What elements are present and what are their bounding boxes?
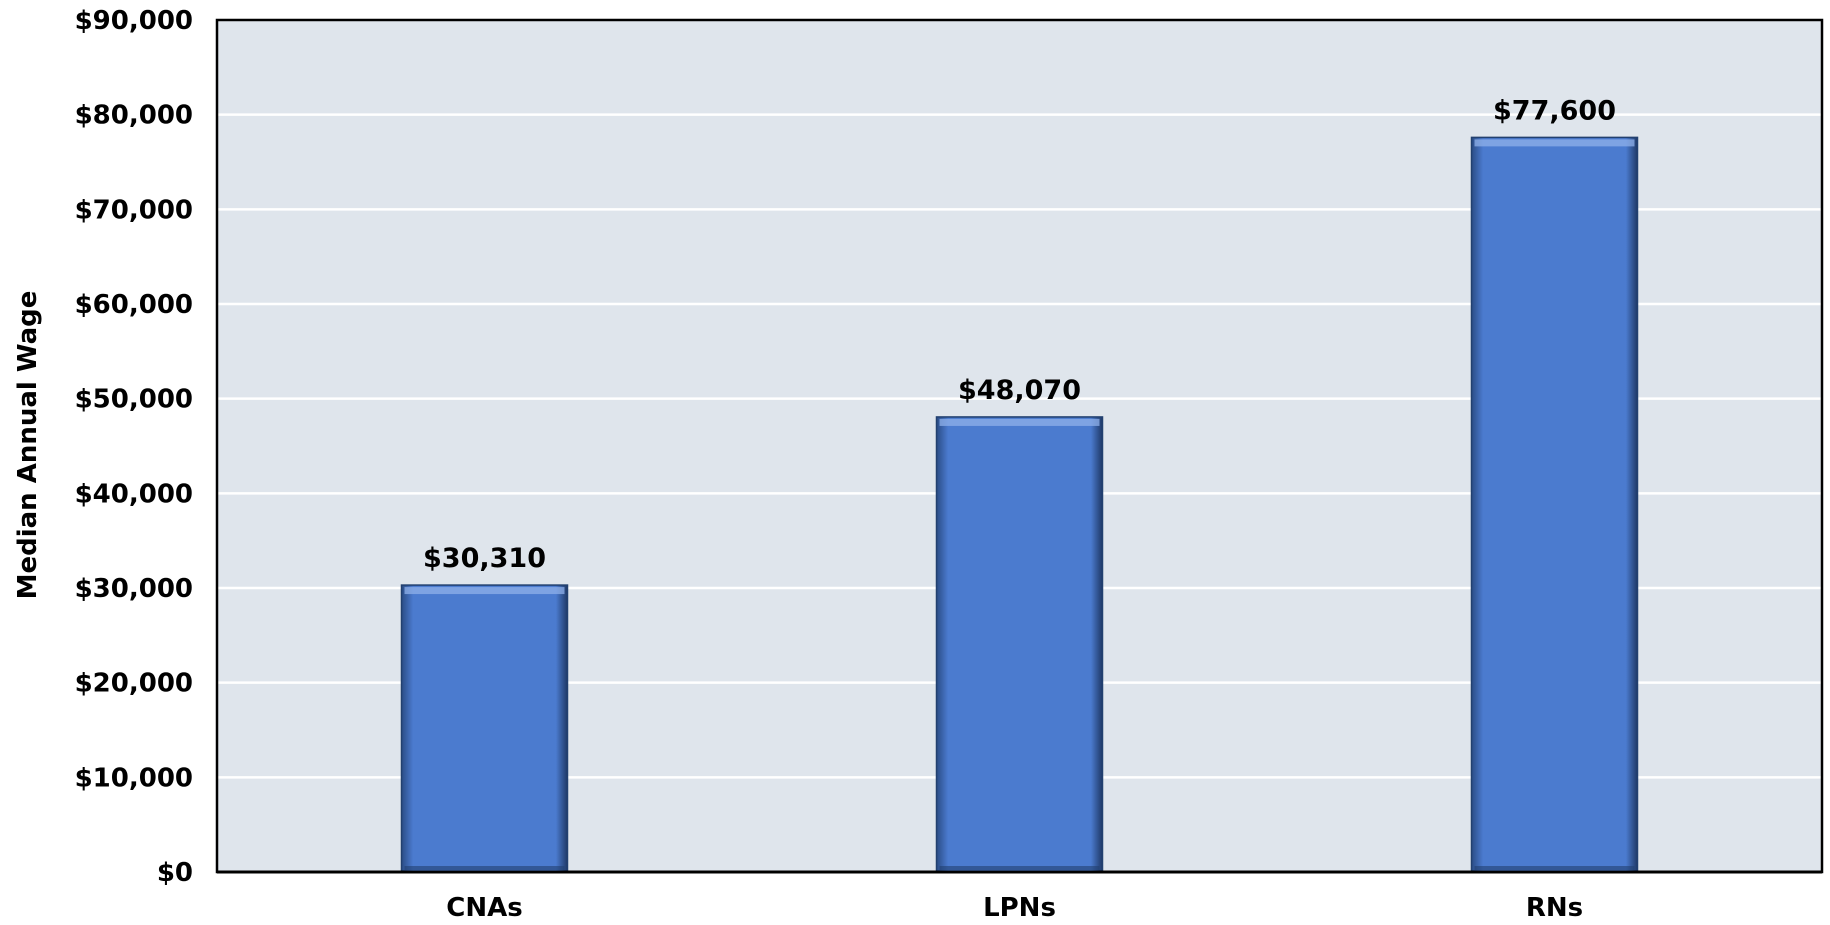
y-tick-label: $30,000 xyxy=(75,574,193,604)
axes xyxy=(215,18,1824,874)
bar-top-bevel xyxy=(404,587,565,595)
bar-body xyxy=(935,416,1104,873)
bars xyxy=(400,136,1639,873)
bar xyxy=(400,584,569,873)
bar xyxy=(935,416,1104,873)
bar-bottom-bevel xyxy=(1474,866,1635,870)
bar-value-label: $77,600 xyxy=(1493,95,1616,126)
bar-body xyxy=(400,584,569,873)
bar-value-labels: $30,310 $48,070 $77,600 xyxy=(423,95,1616,574)
bar-top-bevel xyxy=(939,418,1100,426)
y-tick-label: $40,000 xyxy=(75,479,193,509)
bar-top-bevel xyxy=(1474,139,1635,147)
bar-body xyxy=(1470,136,1639,873)
bar-value-label: $30,310 xyxy=(423,543,546,574)
bar-bottom-bevel xyxy=(404,866,565,870)
y-tick-labels: $0 $10,000 $20,000 $30,000 $40,000 $50,000 $60… xyxy=(75,6,193,888)
y-tick-label: $70,000 xyxy=(75,195,193,225)
bar-value-label: $48,070 xyxy=(958,375,1081,406)
bar-bottom-bevel xyxy=(939,866,1100,870)
y-tick-label: $0 xyxy=(157,858,193,888)
y-tick-label: $50,000 xyxy=(75,385,193,415)
x-category-label: RNs xyxy=(1526,893,1583,923)
y-tick-label: $60,000 xyxy=(75,290,193,320)
x-category-label: LPNs xyxy=(983,893,1056,923)
y-tick-label: $10,000 xyxy=(75,763,193,793)
x-category-labels: CNAs LPNs RNs xyxy=(446,893,1583,923)
y-axis-title: Median Annual Wage xyxy=(13,291,43,600)
y-tick-label: $20,000 xyxy=(75,669,193,699)
y-tick-label: $80,000 xyxy=(75,101,193,131)
x-category-label: CNAs xyxy=(446,893,522,923)
bar xyxy=(1470,136,1639,873)
y-tick-label: $90,000 xyxy=(75,6,193,36)
